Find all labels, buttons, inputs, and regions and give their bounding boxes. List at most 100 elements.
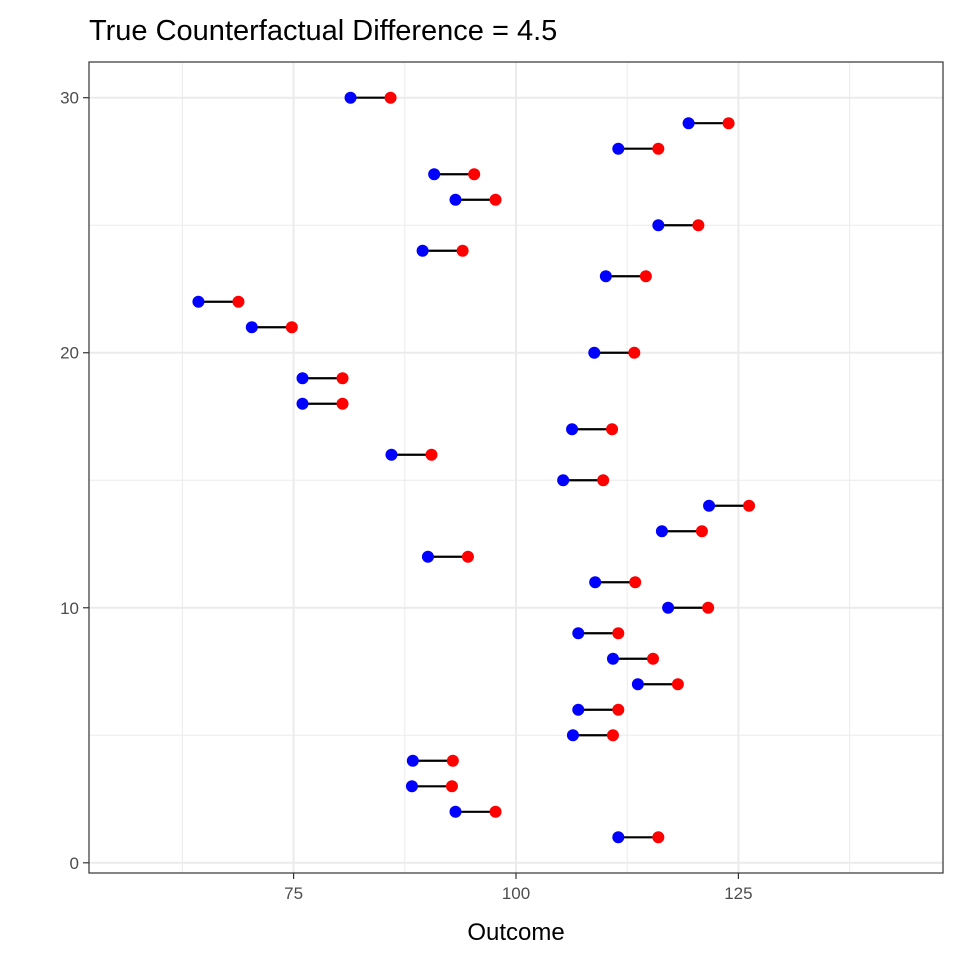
start-point bbox=[557, 474, 570, 487]
y-tick-label: 10 bbox=[60, 599, 79, 618]
end-point bbox=[629, 576, 642, 589]
data-marks bbox=[192, 91, 756, 844]
y-tick-label: 0 bbox=[70, 854, 79, 873]
start-point bbox=[631, 678, 644, 691]
end-point bbox=[652, 831, 665, 844]
start-point bbox=[682, 117, 695, 130]
end-point bbox=[695, 525, 708, 538]
start-point bbox=[572, 703, 585, 716]
start-point bbox=[662, 601, 675, 614]
dumbbell-row bbox=[344, 91, 397, 104]
grid-lines bbox=[89, 62, 943, 873]
dumbbell-row bbox=[449, 193, 502, 206]
dumbbell-row bbox=[566, 423, 619, 436]
axes: 75 100 125 0 10 20 30 bbox=[60, 89, 753, 903]
end-point bbox=[425, 448, 438, 461]
dumbbell-row bbox=[572, 627, 625, 640]
chart-title: True Counterfactual Difference = 4.5 bbox=[89, 15, 557, 47]
dumbbell-row bbox=[631, 678, 684, 691]
dumbbell-row bbox=[652, 219, 705, 232]
start-point bbox=[612, 831, 625, 844]
start-point bbox=[245, 321, 258, 334]
x-axis-title: Outcome bbox=[467, 919, 564, 946]
end-point bbox=[606, 729, 619, 742]
dumbbell-row bbox=[606, 652, 659, 665]
end-point bbox=[692, 219, 705, 232]
dumbbell-row bbox=[557, 474, 610, 487]
start-point bbox=[589, 576, 602, 589]
start-point bbox=[344, 91, 357, 104]
start-point bbox=[606, 652, 619, 665]
start-point bbox=[421, 550, 434, 563]
start-point bbox=[566, 423, 579, 436]
end-point bbox=[384, 91, 397, 104]
dumbbell-row bbox=[588, 346, 641, 359]
start-point bbox=[655, 525, 668, 538]
dumbbell-row bbox=[428, 168, 481, 181]
end-point bbox=[489, 805, 502, 818]
end-point bbox=[628, 346, 641, 359]
dumbbell-row bbox=[385, 448, 438, 461]
y-tick-label: 20 bbox=[60, 344, 79, 363]
dumbbell-row bbox=[192, 295, 245, 308]
dumbbell-row bbox=[566, 729, 619, 742]
end-point bbox=[285, 321, 298, 334]
start-point bbox=[449, 805, 462, 818]
start-point bbox=[405, 780, 418, 793]
dumbbell-row bbox=[612, 831, 665, 844]
end-point bbox=[612, 703, 625, 716]
start-point bbox=[296, 397, 309, 410]
start-point bbox=[416, 244, 429, 257]
end-point bbox=[639, 270, 652, 283]
end-point bbox=[652, 142, 665, 155]
end-point bbox=[461, 550, 474, 563]
end-point bbox=[232, 295, 245, 308]
x-tick-label: 125 bbox=[724, 884, 752, 903]
start-point bbox=[572, 627, 585, 640]
end-point bbox=[456, 244, 469, 257]
start-point bbox=[588, 346, 601, 359]
start-point bbox=[406, 754, 419, 767]
end-point bbox=[597, 474, 610, 487]
end-point bbox=[646, 652, 659, 665]
end-point bbox=[336, 397, 349, 410]
start-point bbox=[192, 295, 205, 308]
start-point bbox=[652, 219, 665, 232]
start-point bbox=[599, 270, 612, 283]
dumbbell-row bbox=[421, 550, 474, 563]
dumbbell-row bbox=[703, 499, 756, 512]
start-point bbox=[703, 499, 716, 512]
dumbbell-row bbox=[416, 244, 469, 257]
dumbbell-row bbox=[405, 780, 458, 793]
end-point bbox=[606, 423, 619, 436]
dumbbell-row bbox=[599, 270, 652, 283]
end-point bbox=[468, 168, 481, 181]
end-point bbox=[445, 780, 458, 793]
end-point bbox=[336, 372, 349, 385]
end-point bbox=[702, 601, 715, 614]
dumbbell-row bbox=[572, 703, 625, 716]
end-point bbox=[743, 499, 756, 512]
start-point bbox=[385, 448, 398, 461]
end-point bbox=[446, 754, 459, 767]
dumbbell-row bbox=[406, 754, 459, 767]
end-point bbox=[671, 678, 684, 691]
start-point bbox=[428, 168, 441, 181]
dumbbell-row bbox=[296, 397, 349, 410]
end-point bbox=[612, 627, 625, 640]
dumbbell-row bbox=[612, 142, 665, 155]
dumbbell-row bbox=[245, 321, 298, 334]
end-point bbox=[489, 193, 502, 206]
dumbbell-row bbox=[449, 805, 502, 818]
start-point bbox=[612, 142, 625, 155]
x-tick-label: 75 bbox=[284, 884, 303, 903]
dumbbell-row bbox=[662, 601, 715, 614]
dumbbell-row bbox=[296, 372, 349, 385]
start-point bbox=[296, 372, 309, 385]
x-tick-label: 100 bbox=[502, 884, 530, 903]
dumbbell-row bbox=[589, 576, 642, 589]
start-point bbox=[566, 729, 579, 742]
dumbbell-row bbox=[655, 525, 708, 538]
start-point bbox=[449, 193, 462, 206]
